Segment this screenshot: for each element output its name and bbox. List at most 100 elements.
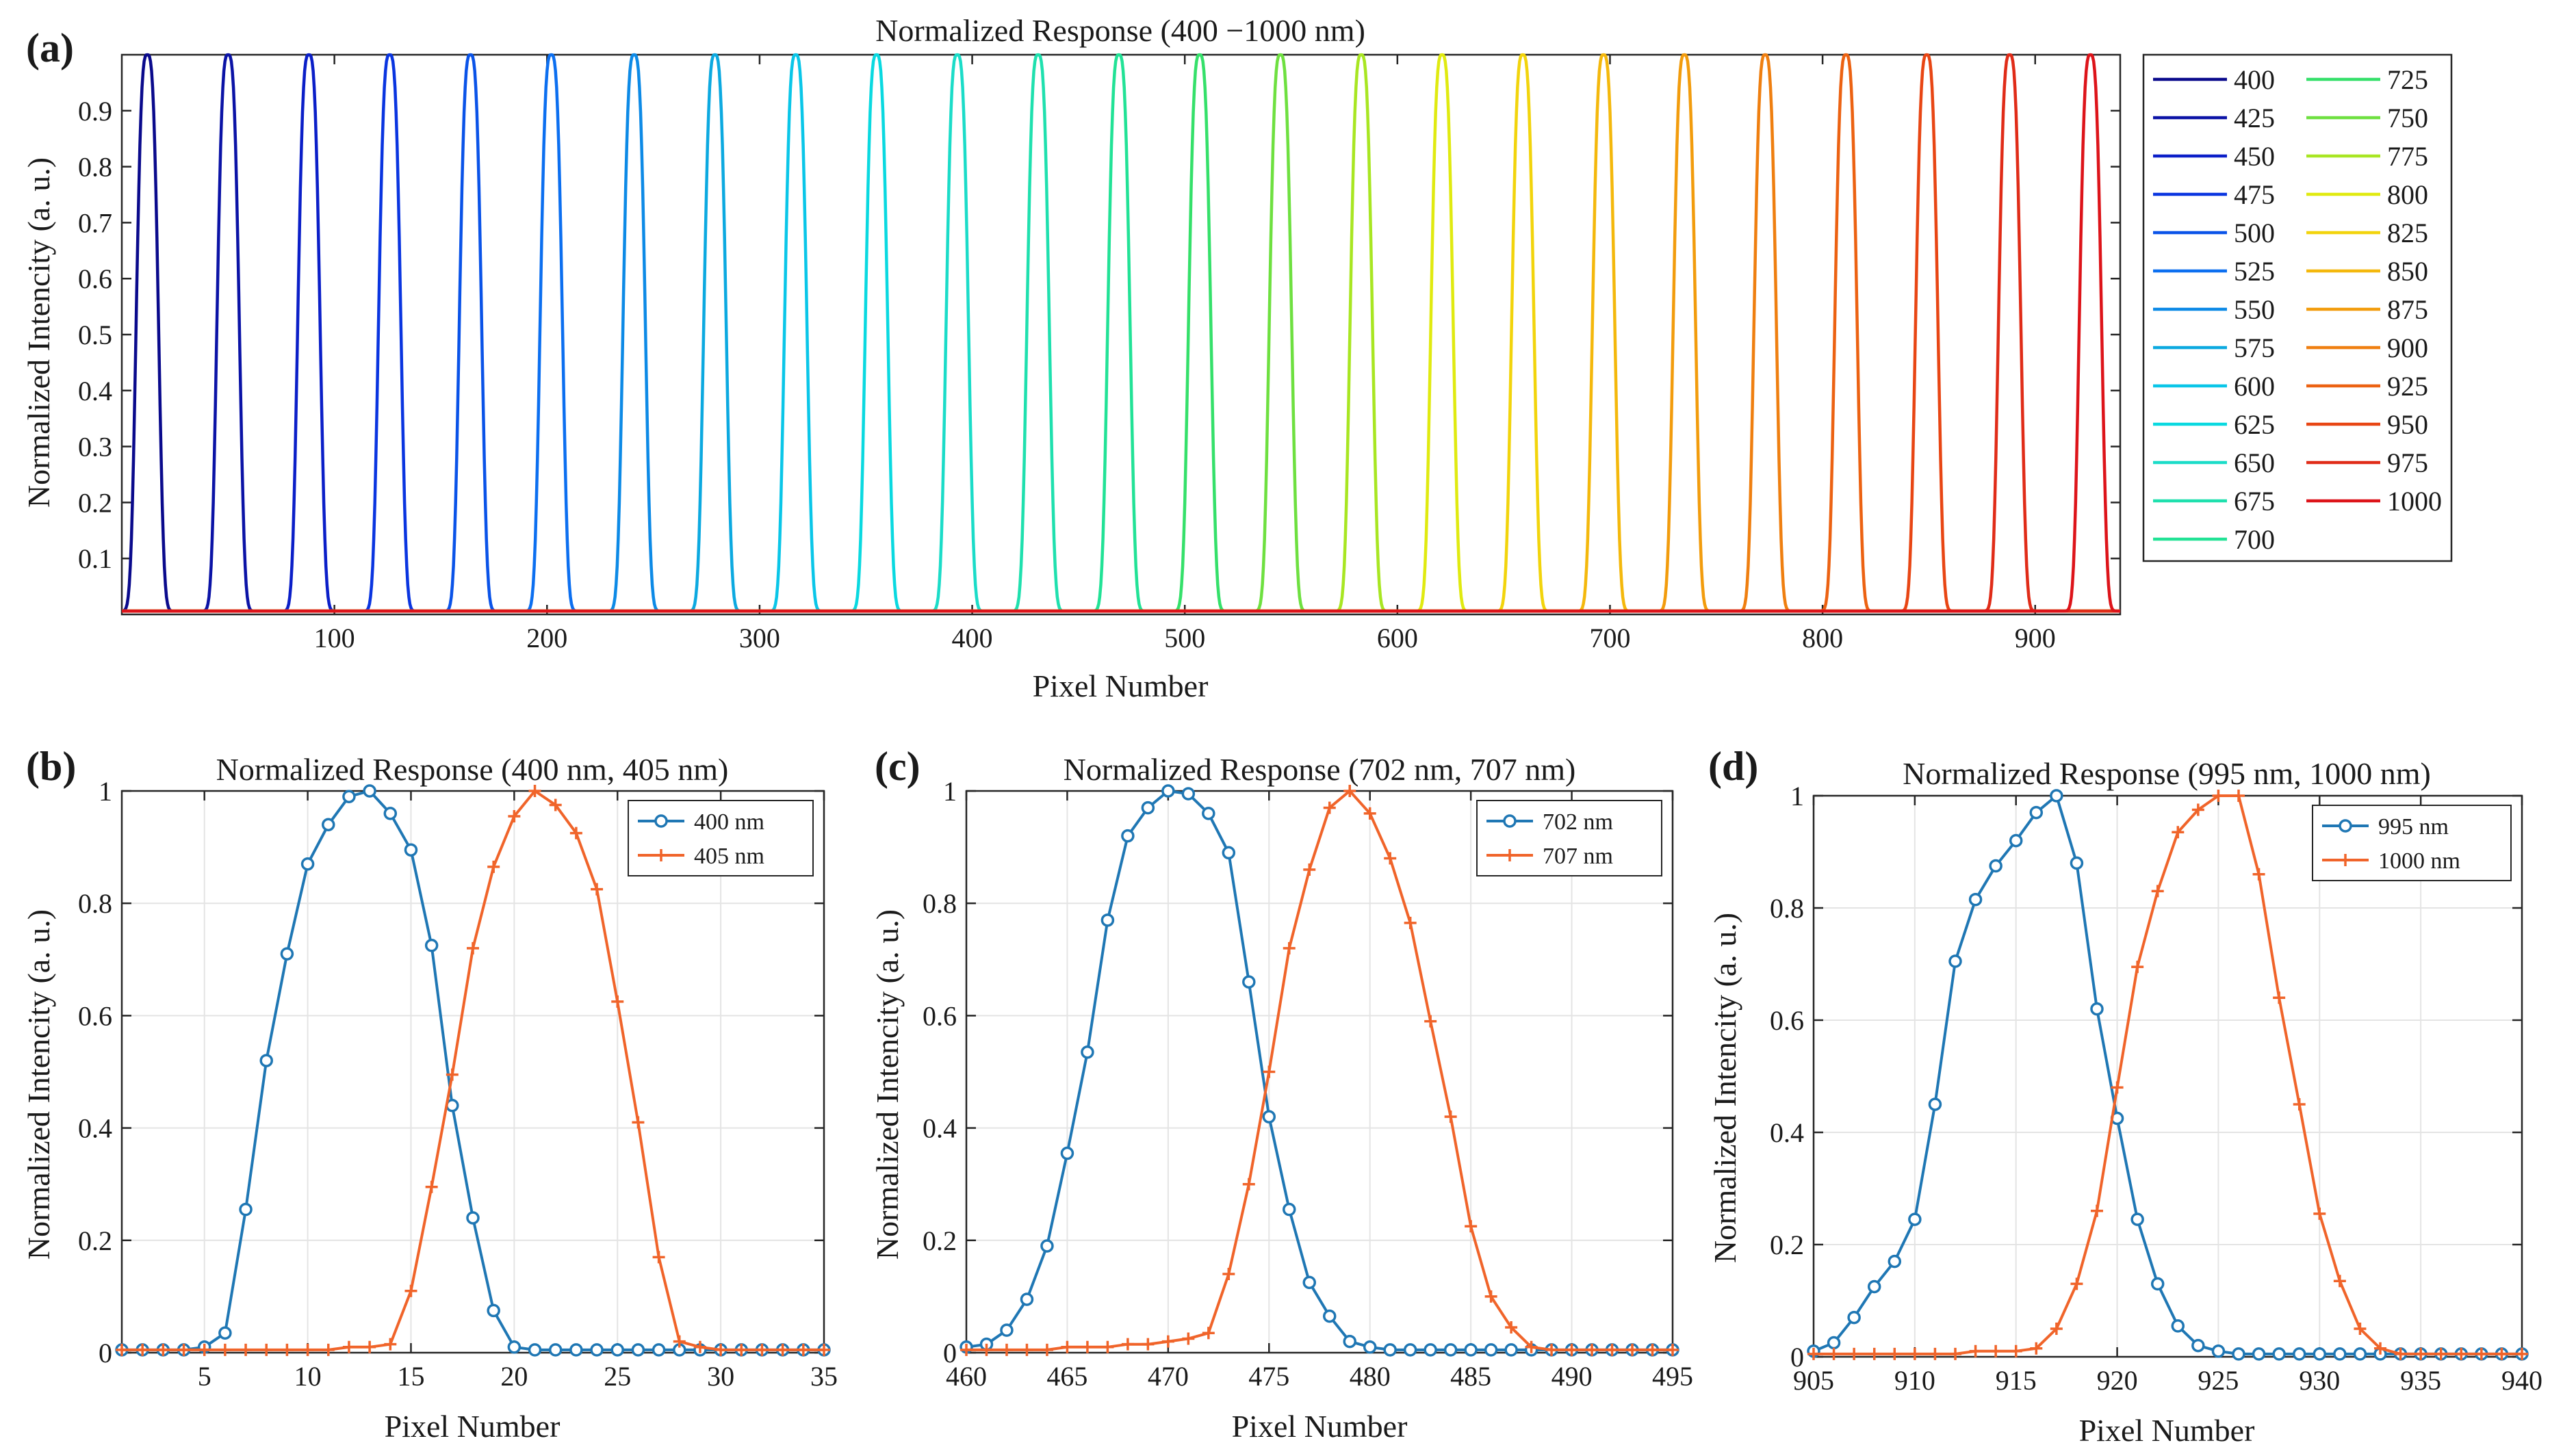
chart-d-data-point xyxy=(1847,1310,1861,1325)
chart-d-data-point xyxy=(2394,1347,2407,1360)
chart-a-legend-entry: 550 xyxy=(2234,294,2275,325)
chart-a-legend: 400 425 450 475 500 525 550 575 600 625 650 675 700 7… xyxy=(2142,53,2453,562)
chart-c-data-point xyxy=(1283,941,1296,954)
chart-b-data-point xyxy=(591,883,604,896)
chart-a-xtick-label: 500 xyxy=(1164,623,1205,653)
chart-c-data-point xyxy=(1101,1340,1114,1353)
chart-d-data-point xyxy=(2273,991,2286,1004)
chart-a-legend-entry: 475 xyxy=(2234,179,2275,210)
chart-a-frame xyxy=(120,53,2122,616)
chart-c-data-point xyxy=(1545,1343,1558,1356)
chart-b-xtick-label: 20 xyxy=(500,1361,528,1392)
chart-a-ytick-label: 0.1 xyxy=(78,543,112,574)
chart-d-data-point xyxy=(2475,1347,2488,1360)
chart-b-data-point xyxy=(301,1343,314,1356)
chart-b-data-point xyxy=(322,818,335,832)
chart-b-data-point xyxy=(549,798,562,811)
chart-c-data-point xyxy=(980,1343,993,1356)
chart-a-xtick-label: 800 xyxy=(1802,623,1843,653)
chart-d-data-point xyxy=(2313,1347,2327,1361)
chart-c-data-point xyxy=(1020,1292,1034,1306)
chart-d-legend-entry: 1000 nm xyxy=(2378,848,2460,874)
chart-c-data-point xyxy=(1323,801,1336,814)
chart-c-data-point xyxy=(1565,1343,1578,1356)
chart-b-data-point xyxy=(322,1343,335,1356)
chart-b-legend-marker xyxy=(655,849,667,861)
chart-b-data-point xyxy=(652,1343,666,1357)
chart-a-series-650 xyxy=(122,53,2120,613)
chart-a-legend-entry: 850 xyxy=(2387,256,2428,287)
chart-a-series-750 xyxy=(122,53,2120,613)
chart-a-xtick-label: 200 xyxy=(526,623,567,653)
chart-d-data-point xyxy=(1929,1347,1942,1360)
chart-d-data-point xyxy=(2313,1207,2326,1220)
chart-b-data-point xyxy=(590,1343,604,1357)
chart-c-data-point xyxy=(1181,787,1196,801)
chart-d-data-point xyxy=(2151,885,2164,898)
chart-d-data-point xyxy=(2009,833,2023,848)
chart-a-legend-entry: 925 xyxy=(2387,371,2428,402)
chart-d-ytick-label: 1 xyxy=(1790,781,1804,811)
chart-c-data-point xyxy=(1242,975,1256,989)
chart-a-series-975 xyxy=(122,53,2120,613)
chart-b-data-point xyxy=(198,1343,211,1356)
chart-c-legend: 702 nm 707 nm xyxy=(1476,800,1662,876)
chart-d-legend-marker xyxy=(2339,854,2352,866)
chart-b-data-point xyxy=(797,1343,810,1356)
chart-c-xtick-label: 465 xyxy=(1046,1361,1087,1392)
chart-b-title: Normalized Response (400 nm, 405 nm) xyxy=(216,752,729,787)
chart-d-data-point xyxy=(2130,1212,2144,1226)
chart-c-data-point xyxy=(1202,807,1215,820)
panel-label-d: (d) xyxy=(1708,744,1758,789)
chart-a-legend-entry: 675 xyxy=(2234,486,2275,517)
chart-b-data-point xyxy=(424,939,439,952)
chart-b: Normalized Response (400 nm, 405 nm) 5 10… xyxy=(21,752,838,1444)
chart-c-xtick-label: 485 xyxy=(1450,1361,1491,1392)
chart-a-series-950 xyxy=(122,53,2120,613)
chart-a-series-600 xyxy=(122,53,2120,613)
chart-a-ytick-label: 0.9 xyxy=(78,96,112,127)
chart-a-legend-entry: 825 xyxy=(2387,218,2428,248)
chart-d-data-point xyxy=(2252,868,2265,881)
chart-a-series-500 xyxy=(122,53,2120,613)
chart-a-series-800 xyxy=(122,53,2120,613)
chart-c-data-point xyxy=(1465,1220,1478,1233)
chart-d-xtick-label: 940 xyxy=(2501,1365,2542,1396)
chart-c-data-point xyxy=(1222,1268,1235,1281)
chart-c-data-point xyxy=(1322,1309,1337,1323)
chart-b-data-point xyxy=(610,1343,624,1357)
chart-c-data-point xyxy=(1303,863,1316,876)
chart-c-data-point xyxy=(1081,1340,1094,1353)
chart-c-data-point xyxy=(1060,1146,1074,1160)
chart-c-data-point xyxy=(1242,1178,1255,1191)
chart-a-legend-entry: 700 xyxy=(2234,524,2275,555)
chart-d-data-point xyxy=(1948,954,1962,968)
chart-b-data-point xyxy=(259,1054,273,1067)
chart-a-legend-entry: 500 xyxy=(2234,218,2275,248)
chart-a-legend-entry: 625 xyxy=(2234,409,2275,440)
chart-d-ytick-label: 0.4 xyxy=(1770,1117,1804,1148)
chart-a-legend-entry: 1000 xyxy=(2387,486,2442,517)
chart-c-data-point xyxy=(1424,1015,1437,1028)
chart-b-data-point xyxy=(467,941,479,954)
chart-d-data-point xyxy=(2292,1347,2306,1361)
chart-d-data-point xyxy=(2030,1342,2043,1355)
chart-d: Normalized Response (995 nm, 1000 nm) 90… xyxy=(1708,756,2542,1448)
chart-c-xtick-label: 480 xyxy=(1350,1361,1391,1392)
chart-b-ytick-label: 0 xyxy=(99,1338,112,1368)
chart-b-data-point xyxy=(239,1202,253,1217)
chart-d-title: Normalized Response (995 nm, 1000 nm) xyxy=(1903,756,2431,791)
chart-d-data-point xyxy=(2050,789,2063,803)
chart-d-data-point xyxy=(2293,1098,2306,1110)
chart-d-legend-marker xyxy=(2339,819,2352,833)
chart-c-data-point xyxy=(1464,1343,1478,1357)
chart-a-series-575 xyxy=(122,53,2120,613)
chart-b-legend-marker xyxy=(654,814,668,828)
chart-c-data-point xyxy=(1404,916,1417,929)
chart-d-data-point xyxy=(1867,1279,1881,1294)
chart-d-data-point xyxy=(2070,1277,2083,1290)
chart-d-xtick-label: 935 xyxy=(2400,1365,2441,1396)
chart-a-legend-entry: 750 xyxy=(2387,103,2428,133)
chart-c-data-point xyxy=(1121,1338,1134,1351)
chart-b-data-point xyxy=(157,1343,170,1356)
